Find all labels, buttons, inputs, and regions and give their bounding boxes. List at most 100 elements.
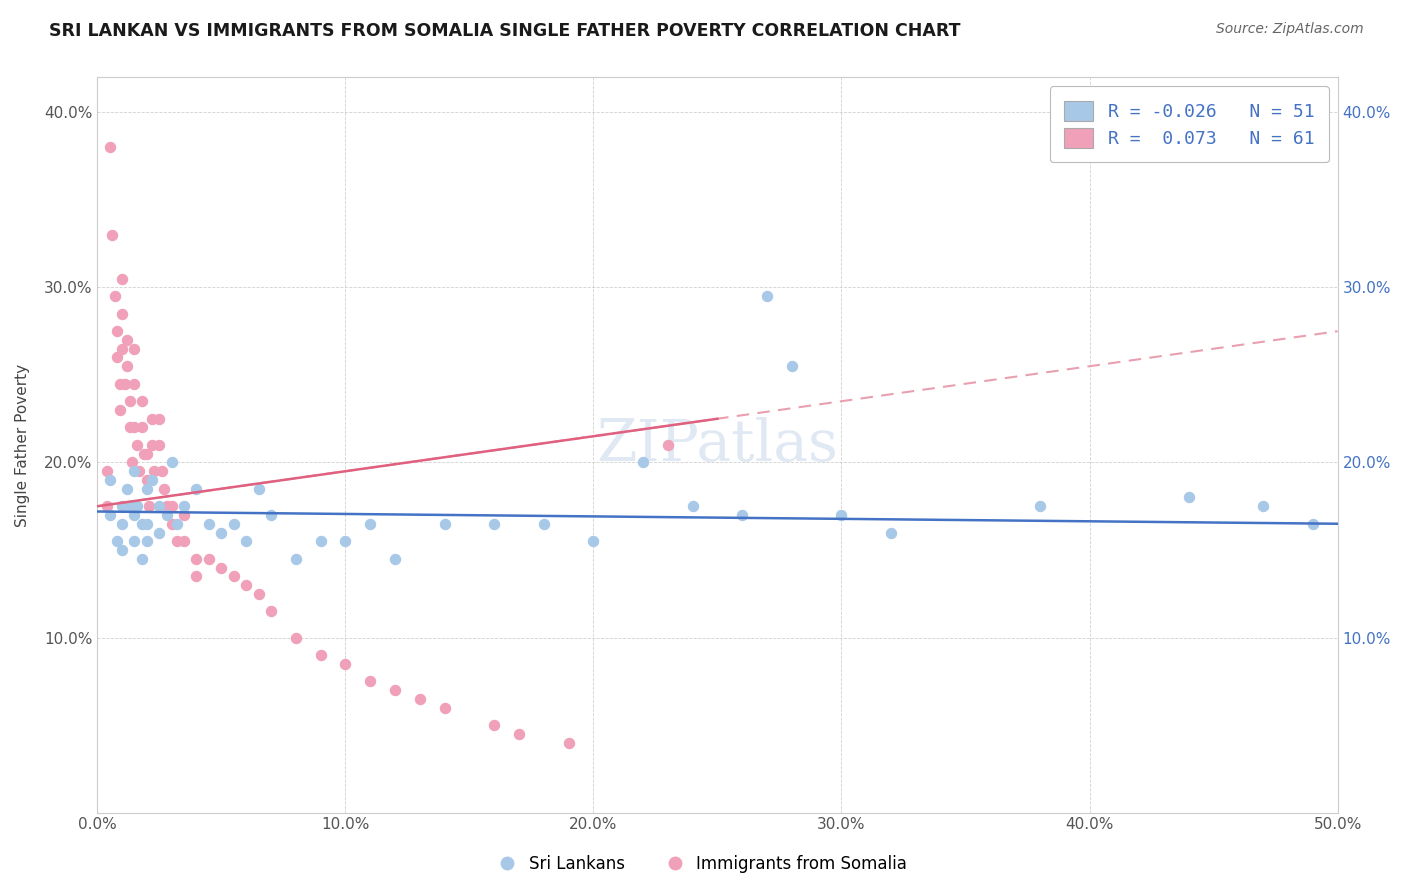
Point (141, 411, 163, 425)
Point (173, 534, 195, 549)
Point (118, 394, 141, 409)
Point (166, 516, 188, 531)
Point (309, 534, 332, 549)
Point (682, 500, 704, 514)
Point (141, 438, 163, 452)
Point (260, 508, 283, 522)
Point (124, 376, 146, 391)
Point (160, 500, 183, 514)
Point (118, 500, 141, 514)
Point (148, 525, 170, 540)
Point (309, 648, 332, 662)
Point (125, 500, 148, 514)
Point (148, 438, 170, 452)
Point (222, 516, 245, 531)
Point (153, 482, 176, 496)
Point (1178, 491, 1201, 505)
Point (96, 500, 118, 514)
Point (105, 351, 128, 365)
Point (124, 534, 146, 549)
Point (111, 516, 134, 531)
Point (235, 578, 257, 592)
Point (124, 464, 146, 478)
Point (143, 464, 166, 478)
Point (384, 683, 406, 698)
Point (135, 447, 157, 461)
Y-axis label: Single Father Poverty: Single Father Poverty (15, 363, 30, 526)
Point (160, 455, 183, 469)
Point (166, 534, 188, 549)
Point (1029, 500, 1052, 514)
Point (222, 569, 245, 583)
Point (98, 508, 121, 522)
Point (111, 342, 134, 356)
Point (284, 631, 307, 645)
Point (335, 534, 357, 549)
Point (731, 508, 754, 522)
Point (1251, 500, 1274, 514)
Point (138, 500, 160, 514)
Point (141, 473, 163, 487)
Point (198, 551, 221, 566)
Point (235, 534, 257, 549)
Point (115, 359, 138, 374)
Point (359, 516, 381, 531)
Point (260, 604, 283, 618)
Text: SRI LANKAN VS IMMIGRANTS FROM SOMALIA SINGLE FATHER POVERTY CORRELATION CHART: SRI LANKAN VS IMMIGRANTS FROM SOMALIA SI… (49, 22, 960, 40)
Point (111, 543, 134, 558)
Point (135, 534, 157, 549)
Point (135, 473, 157, 487)
Point (131, 420, 153, 434)
Point (173, 508, 195, 522)
Point (148, 411, 170, 425)
Point (1302, 516, 1324, 531)
Point (359, 674, 381, 689)
Point (98, 473, 121, 487)
Point (115, 482, 138, 496)
Point (156, 500, 179, 514)
Point (557, 735, 579, 749)
Point (780, 359, 803, 374)
Point (148, 500, 170, 514)
Point (156, 508, 179, 522)
Point (880, 525, 903, 540)
Point (409, 691, 432, 706)
Point (124, 342, 146, 356)
Point (150, 464, 173, 478)
Point (756, 289, 779, 303)
Legend: Sri Lankans, Immigrants from Somalia: Sri Lankans, Immigrants from Somalia (492, 848, 914, 880)
Point (101, 227, 124, 242)
Text: Source: ZipAtlas.com: Source: ZipAtlas.com (1216, 22, 1364, 37)
Point (335, 657, 357, 671)
Point (830, 508, 852, 522)
Point (186, 482, 208, 496)
Point (186, 551, 208, 566)
Legend: R = -0.026   N = 51, R =  0.073   N = 61: R = -0.026 N = 51, R = 0.073 N = 61 (1050, 87, 1329, 162)
Point (247, 482, 270, 496)
Point (105, 324, 128, 338)
Point (121, 455, 143, 469)
Point (104, 289, 127, 303)
Point (111, 271, 134, 285)
Point (173, 500, 195, 514)
Text: ZIPatlas: ZIPatlas (596, 417, 838, 473)
Point (482, 718, 505, 732)
Point (111, 500, 134, 514)
Point (209, 560, 232, 574)
Point (128, 464, 150, 478)
Point (114, 376, 136, 391)
Point (98, 140, 121, 154)
Point (135, 482, 157, 496)
Point (131, 551, 153, 566)
Point (198, 516, 221, 531)
Point (186, 569, 208, 583)
Point (631, 455, 654, 469)
Point (160, 516, 183, 531)
Point (135, 516, 157, 531)
Point (118, 420, 141, 434)
Point (384, 551, 406, 566)
Point (247, 587, 270, 601)
Point (125, 438, 148, 452)
Point (582, 534, 605, 549)
Point (96, 464, 118, 478)
